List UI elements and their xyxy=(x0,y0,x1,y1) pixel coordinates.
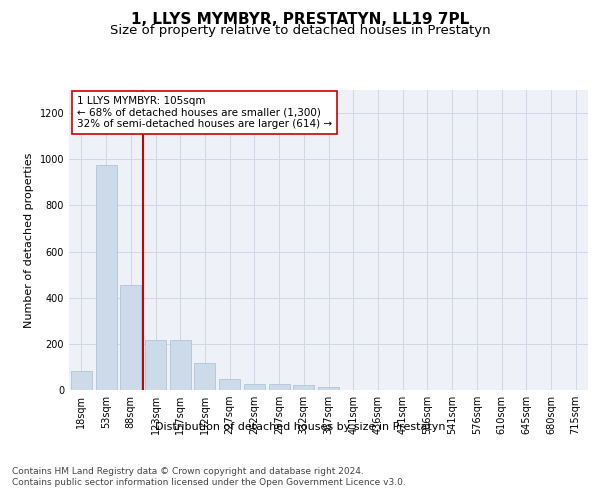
Bar xyxy=(71,371,92,390)
Text: 1, LLYS MYMBYR, PRESTATYN, LL19 7PL: 1, LLYS MYMBYR, PRESTATYN, LL19 7PL xyxy=(131,12,469,28)
Bar xyxy=(194,363,215,390)
Bar xyxy=(145,340,166,390)
Bar xyxy=(95,165,116,390)
Text: 1 LLYS MYMBYR: 105sqm
← 68% of detached houses are smaller (1,300)
32% of semi-d: 1 LLYS MYMBYR: 105sqm ← 68% of detached … xyxy=(77,96,332,129)
Bar xyxy=(244,384,265,390)
Bar xyxy=(170,340,191,390)
Text: Size of property relative to detached houses in Prestatyn: Size of property relative to detached ho… xyxy=(110,24,490,37)
Bar xyxy=(318,387,339,390)
Text: Contains HM Land Registry data © Crown copyright and database right 2024.
Contai: Contains HM Land Registry data © Crown c… xyxy=(12,468,406,487)
Bar xyxy=(120,285,141,390)
Bar xyxy=(269,384,290,390)
Text: Distribution of detached houses by size in Prestatyn: Distribution of detached houses by size … xyxy=(155,422,445,432)
Bar xyxy=(293,386,314,390)
Bar xyxy=(219,379,240,390)
Y-axis label: Number of detached properties: Number of detached properties xyxy=(24,152,34,328)
